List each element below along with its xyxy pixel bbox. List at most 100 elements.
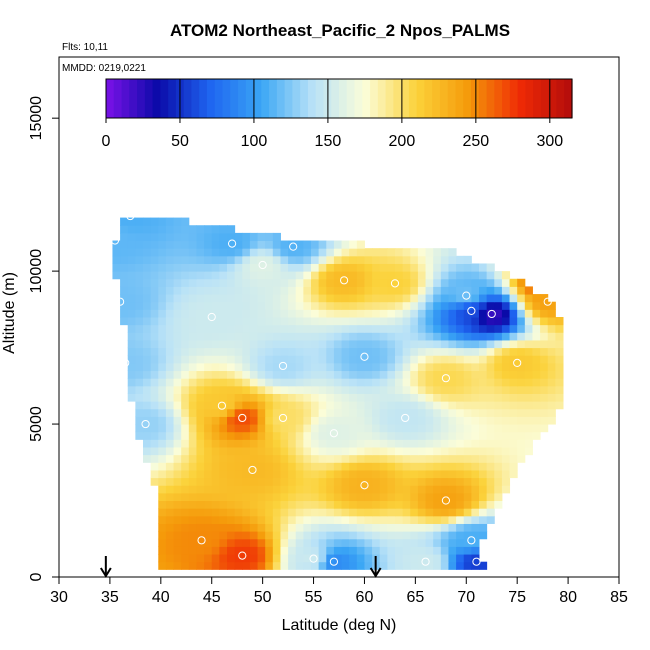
heatmap-cell (242, 523, 251, 532)
heatmap-cell (173, 248, 182, 257)
heatmap-cell (364, 401, 373, 410)
heatmap-cell (471, 362, 480, 372)
heatmap-cell (196, 370, 205, 379)
heatmap-cell (181, 408, 190, 417)
heatmap-cell (288, 401, 297, 410)
heatmap-cell (349, 271, 358, 280)
heatmap-cell (517, 286, 526, 295)
heatmap-cell (265, 248, 274, 257)
heatmap-cell (524, 439, 533, 448)
heatmap-cell (440, 439, 449, 448)
heatmap-cell (555, 362, 564, 372)
heatmap-cell (463, 554, 472, 563)
heatmap-cell (311, 500, 320, 509)
heatmap-cell (440, 546, 449, 555)
heatmap-cell (333, 462, 343, 471)
heatmap-cell (402, 546, 411, 555)
heatmap-cell (395, 424, 404, 433)
heatmap-cell (509, 416, 518, 425)
heatmap-cell (280, 462, 289, 471)
heatmap-cell (479, 393, 488, 402)
heatmap-cell (494, 416, 503, 425)
heatmap-cell (524, 362, 533, 372)
heatmap-cell (387, 271, 396, 280)
heatmap-cell (272, 561, 281, 570)
heatmap-cell (410, 515, 419, 524)
heatmap-cell (433, 424, 442, 433)
heatmap-cell (486, 401, 495, 410)
heatmap-cell (143, 385, 152, 394)
heatmap-cell (395, 263, 404, 272)
heatmap-cell (501, 485, 511, 494)
heatmap-cell (234, 416, 243, 425)
heatmap-cell (249, 263, 259, 272)
colorbar-segment (517, 79, 526, 118)
heatmap-cell (417, 401, 427, 410)
heatmap-cell (188, 332, 197, 341)
heatmap-cell (425, 309, 434, 318)
colorbar-segment (354, 79, 363, 118)
heatmap-cell (471, 454, 480, 463)
heatmap-cell (456, 431, 465, 440)
heatmap-cell (425, 431, 434, 440)
heatmap-cell (242, 431, 251, 440)
heatmap-cell (158, 385, 167, 394)
heatmap-cell (265, 240, 274, 249)
colorbar-segment (183, 79, 193, 118)
heatmap-cell (532, 393, 541, 402)
heatmap-cell (372, 263, 381, 272)
heatmap-cell (173, 385, 182, 394)
colorbar-segment (253, 79, 262, 118)
heatmap-cell (333, 355, 343, 364)
heatmap-cell (456, 309, 465, 318)
heatmap-cell (448, 469, 457, 479)
heatmap-cell (219, 278, 228, 287)
heatmap-cell (120, 263, 129, 272)
heatmap-cell (486, 385, 495, 394)
heatmap-cell (280, 240, 289, 249)
heatmap-cell (249, 546, 259, 555)
heatmap-cell (242, 378, 251, 387)
heatmap-cell (158, 424, 167, 433)
heatmap-cell (509, 339, 518, 349)
heatmap-cell (379, 462, 388, 471)
heatmap-cell (211, 531, 220, 540)
heatmap-cell (379, 515, 388, 524)
heatmap-cell (227, 523, 236, 532)
heatmap-cell (234, 332, 243, 341)
heatmap-cell (257, 431, 266, 440)
heatmap-cell (303, 454, 312, 463)
heatmap-cell (471, 370, 480, 379)
colorbar-segment (486, 79, 495, 118)
heatmap-cell (341, 431, 350, 440)
heatmap-cell (242, 439, 251, 448)
heatmap-cell (143, 301, 152, 310)
heatmap-cell (219, 477, 228, 486)
heatmap-cell (211, 546, 220, 555)
heatmap-cell (311, 416, 320, 425)
heatmap-cell (349, 263, 358, 272)
heatmap-cell (249, 508, 259, 517)
heatmap-cell (265, 378, 274, 387)
heatmap-cell (395, 347, 404, 356)
heatmap-cell (143, 225, 152, 234)
heatmap-cell (417, 469, 427, 479)
heatmap-cell (181, 225, 190, 234)
heatmap-cell (158, 531, 167, 540)
colorbar-tick-label: 250 (462, 133, 489, 150)
heatmap-cell (303, 462, 312, 471)
heatmap-cell (181, 248, 190, 257)
heatmap-cell (372, 378, 381, 387)
heatmap-cell (364, 263, 373, 272)
heatmap-cell (333, 370, 343, 379)
heatmap-cell (234, 362, 243, 372)
heatmap-cell (257, 523, 266, 532)
heatmap-cell (257, 339, 266, 349)
heatmap-cell (127, 355, 136, 364)
heatmap-cell (379, 492, 388, 502)
heatmap-cell (509, 332, 518, 341)
heatmap-cell (219, 370, 228, 379)
heatmap-cell (326, 454, 335, 463)
heatmap-cell (181, 546, 190, 555)
heatmap-cell (211, 416, 220, 425)
